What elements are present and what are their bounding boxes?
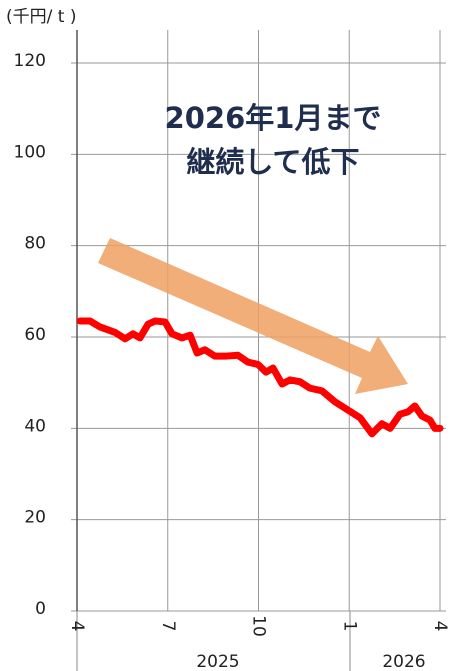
y-tick-label: 120 [14,51,46,71]
data-line [76,317,444,438]
trend-arrow [98,238,408,394]
y-axis-label: (千円/ t ) [6,7,76,27]
x-tick-label: 4 [67,621,87,632]
x-tick-label: 7 [158,621,178,632]
y-tick-label: 40 [24,416,46,436]
annotation: 継続して低下 [186,145,359,179]
x-tick-label: 1 [339,621,359,632]
y-tick-label: 100 [14,142,46,162]
y-tick-label: 0 [35,599,46,619]
x-tick-label: 10 [249,615,269,637]
y-tick-label: 20 [24,508,46,528]
y-tick-label: 80 [24,234,46,254]
year-label: 2026 [382,652,425,671]
annotation: 2026年1月まで [165,101,382,135]
year-label: 2025 [196,652,239,671]
y-tick-label: 60 [24,325,46,345]
x-tick-label: 4 [430,621,450,632]
